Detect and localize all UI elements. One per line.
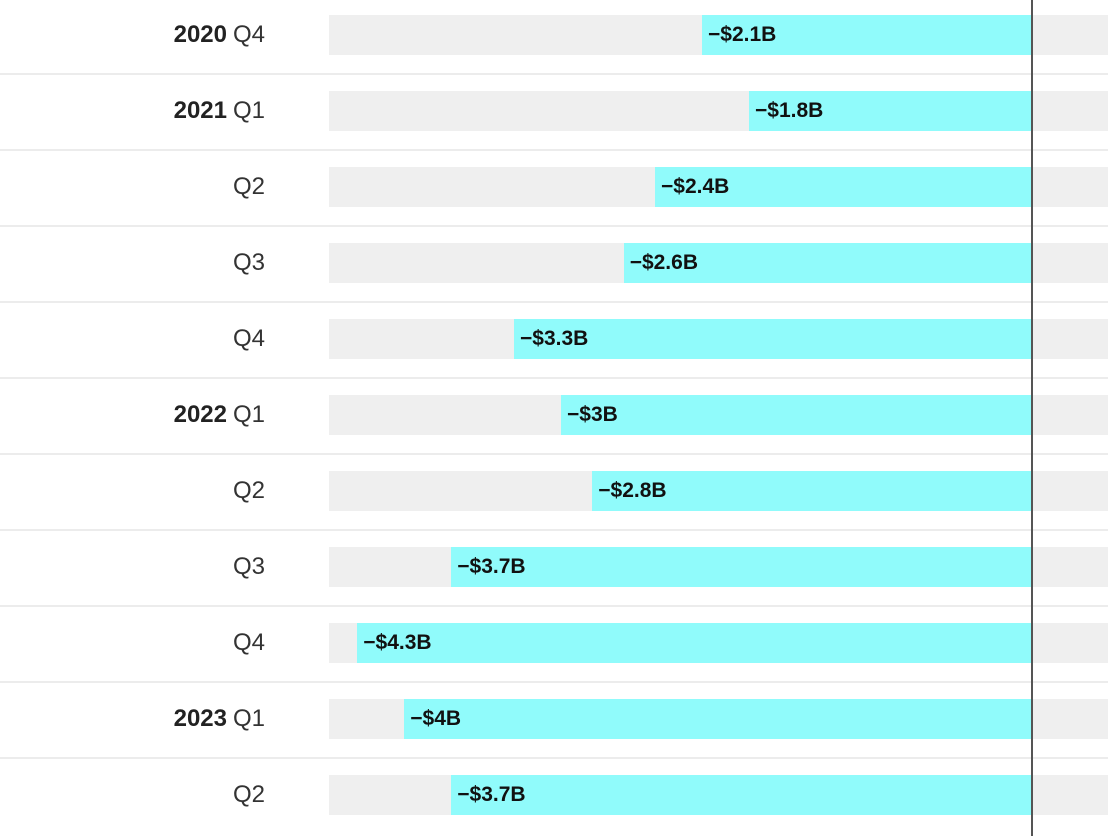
value-label: −$3.7B: [457, 783, 526, 806]
data-bar: [357, 623, 1031, 663]
year-label: 2022: [173, 401, 227, 428]
quarter-label: Q2: [232, 781, 265, 808]
row-divider: [0, 149, 1108, 151]
value-label: −$2.6B: [629, 251, 698, 274]
category-label: Q3: [233, 547, 265, 587]
category-label: 2021 Q1: [174, 91, 265, 131]
quarter-label: Q2: [232, 477, 265, 504]
category-label: 2020 Q4: [174, 15, 265, 55]
value-label: −$3.3B: [520, 327, 589, 350]
chart-row: Q2 −$2.8B: [0, 456, 1108, 532]
data-bar: [623, 243, 1031, 283]
row-divider: [0, 605, 1108, 607]
quarter-label: Q3: [232, 249, 265, 276]
row-divider: [0, 453, 1108, 455]
value-label: −$2.1B: [708, 23, 777, 46]
data-bar: [451, 775, 1031, 815]
chart-row: 2022 Q1 −$3B: [0, 380, 1108, 456]
category-label: Q2: [233, 167, 265, 207]
year-label: 2020: [173, 21, 227, 48]
quarter-label: Q4: [232, 21, 265, 48]
chart-row: 2023 Q1 −$4B: [0, 684, 1108, 760]
year-label: 2023: [173, 705, 227, 732]
row-divider: [0, 301, 1108, 303]
data-bar: [749, 91, 1031, 131]
quarter-label: Q4: [232, 325, 265, 352]
category-label: 2022 Q1: [174, 395, 265, 435]
data-bar: [655, 167, 1031, 207]
row-divider: [0, 377, 1108, 379]
quarter-label: Q3: [232, 553, 265, 580]
row-divider: [0, 73, 1108, 75]
value-label: −$4B: [410, 707, 462, 730]
data-bar: [451, 547, 1031, 587]
year-label: 2021: [173, 97, 227, 124]
category-label: Q2: [233, 775, 265, 815]
chart-row: Q4 −$3.3B: [0, 304, 1108, 380]
chart-row: Q2 −$2.4B: [0, 152, 1108, 228]
category-label: 2023 Q1: [174, 699, 265, 739]
category-label: Q4: [233, 623, 265, 663]
row-divider: [0, 225, 1108, 227]
chart-row: 2021 Q1 −$1.8B: [0, 76, 1108, 152]
quarter-label: Q4: [232, 629, 265, 656]
category-label: Q2: [233, 471, 265, 511]
category-label: Q3: [233, 243, 265, 283]
row-divider: [0, 757, 1108, 759]
chart-row: Q3 −$3.7B: [0, 532, 1108, 608]
data-bar: [514, 319, 1031, 359]
quarter-label: Q1: [232, 401, 265, 428]
data-bar: [592, 471, 1031, 511]
chart-row: 2020 Q4 −$2.1B: [0, 0, 1108, 76]
chart-row: Q4 −$4.3B: [0, 608, 1108, 684]
data-bar: [561, 395, 1031, 435]
value-label: −$3B: [567, 403, 618, 426]
category-label: Q4: [233, 319, 265, 359]
value-label: −$4.3B: [363, 631, 432, 654]
chart-row: Q2 −$3.7B: [0, 760, 1108, 836]
data-bar: [404, 699, 1031, 739]
value-label: −$3.7B: [457, 555, 526, 578]
value-label: −$1.8B: [755, 99, 824, 122]
quarter-label: Q1: [232, 705, 265, 732]
data-bar: [702, 15, 1031, 55]
quarter-label: Q2: [232, 173, 265, 200]
value-label: −$2.8B: [598, 479, 667, 502]
chart-row: Q3 −$2.6B: [0, 228, 1108, 304]
quarter-label: Q1: [232, 97, 265, 124]
value-label: −$2.4B: [661, 175, 730, 198]
zero-baseline: [1031, 0, 1033, 836]
row-divider: [0, 529, 1108, 531]
row-divider: [0, 681, 1108, 683]
